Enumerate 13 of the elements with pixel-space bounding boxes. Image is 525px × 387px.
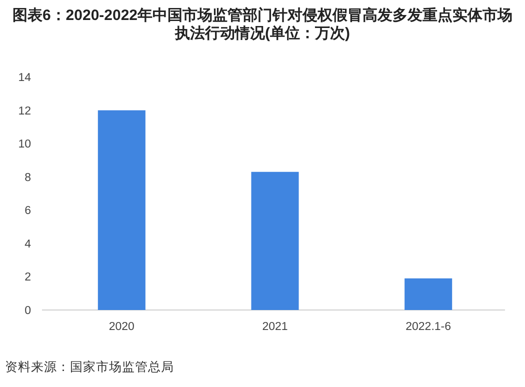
x-tick-label: 2022.1-6 — [406, 321, 452, 333]
annotation: 资料来源：国家市场监管总局 — [5, 360, 174, 374]
y-tick-label: 0 — [24, 305, 31, 317]
y-tick-label: 12 — [18, 105, 31, 118]
x-tick-label: 2020 — [108, 321, 134, 333]
y-tick-label: 4 — [24, 238, 32, 250]
y-tick-label: 6 — [24, 205, 31, 218]
y-tick-label: 10 — [18, 138, 31, 151]
y-tick-label: 8 — [24, 172, 31, 184]
title: 图表6：2020-2022年中国市场监管部门针对侵权假冒高发多发重点实体市场执法行动情况(单位：万次) — [12, 7, 513, 42]
x-tick-label: 2021 — [262, 321, 288, 333]
y-tick-label: 2 — [24, 272, 31, 284]
y-tick-label: 14 — [18, 72, 32, 84]
